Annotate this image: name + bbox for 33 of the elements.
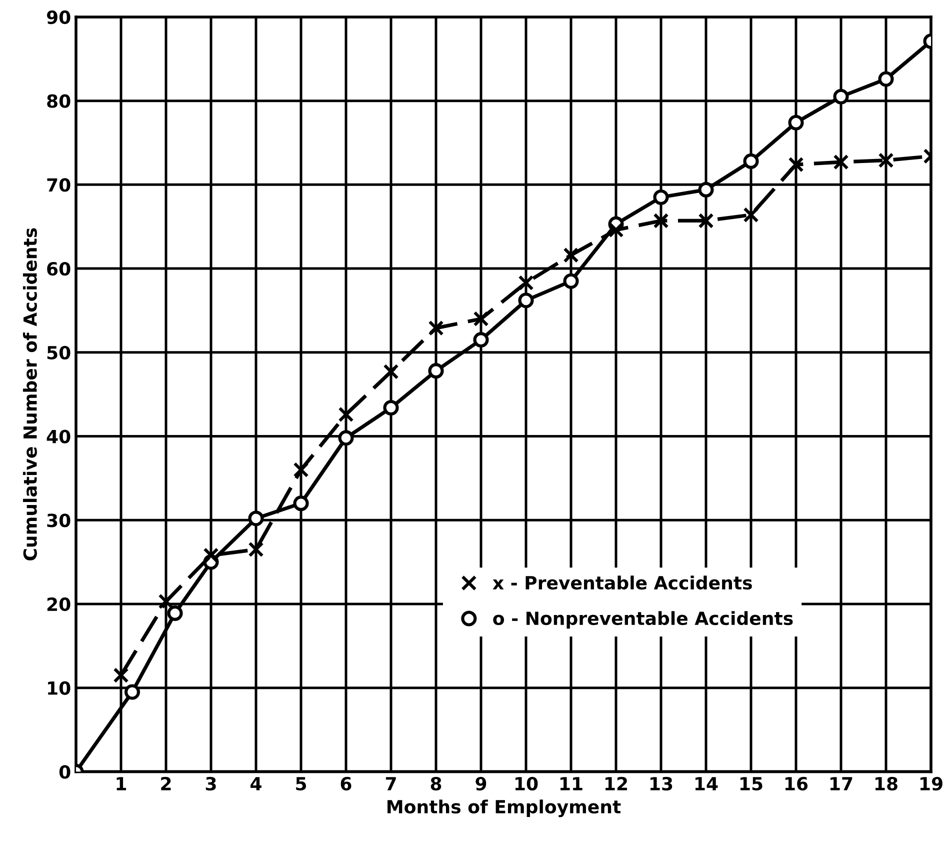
y-tick-label: 80 <box>47 94 70 108</box>
x-tick-label: 7 <box>386 777 396 790</box>
x-tick-label: 6 <box>340 776 352 791</box>
legend-label: o - Nonpreventable Accidents <box>493 611 793 629</box>
y-tick-label: 30 <box>47 514 70 528</box>
x-tick-label: 4 <box>250 777 262 790</box>
x-tick-label: 10 <box>515 776 538 791</box>
x-tick-label: 15 <box>740 777 762 791</box>
x-tick-label: 18 <box>875 776 898 791</box>
y-tick-label: 0 <box>59 765 70 779</box>
y-tick-label: 70 <box>47 178 70 192</box>
y-tick-label: 10 <box>48 681 70 695</box>
x-tick-label: 13 <box>650 776 672 791</box>
y-tick-label: 50 <box>47 346 70 360</box>
x-tick-label: 17 <box>830 777 852 790</box>
y-tick-label: 90 <box>46 10 70 24</box>
x-tick-label: 8 <box>430 776 442 791</box>
x-tick-label: 3 <box>206 776 216 791</box>
x-tick-label: 16 <box>785 776 808 791</box>
x-tick-label: 19 <box>920 776 942 791</box>
x-tick-label: 2 <box>161 776 171 790</box>
x-axis-title: Months of Employment <box>388 800 621 818</box>
x-tick-label: 14 <box>695 777 718 790</box>
x-tick-label: 11 <box>560 777 582 790</box>
y-tick-label: 60 <box>47 262 70 276</box>
y-tick-label: 20 <box>47 597 70 612</box>
x-tick-label: 1 <box>116 777 126 790</box>
y-axis-title: Cumulative Number of Accidents <box>22 228 37 560</box>
x-tick-label: 9 <box>476 776 486 791</box>
y-tick-label: 40 <box>46 430 70 444</box>
x-tick-label: 5 <box>296 777 306 791</box>
x-tick-label: 12 <box>605 776 627 790</box>
legend-label: x - Preventable Accidents <box>492 576 752 590</box>
